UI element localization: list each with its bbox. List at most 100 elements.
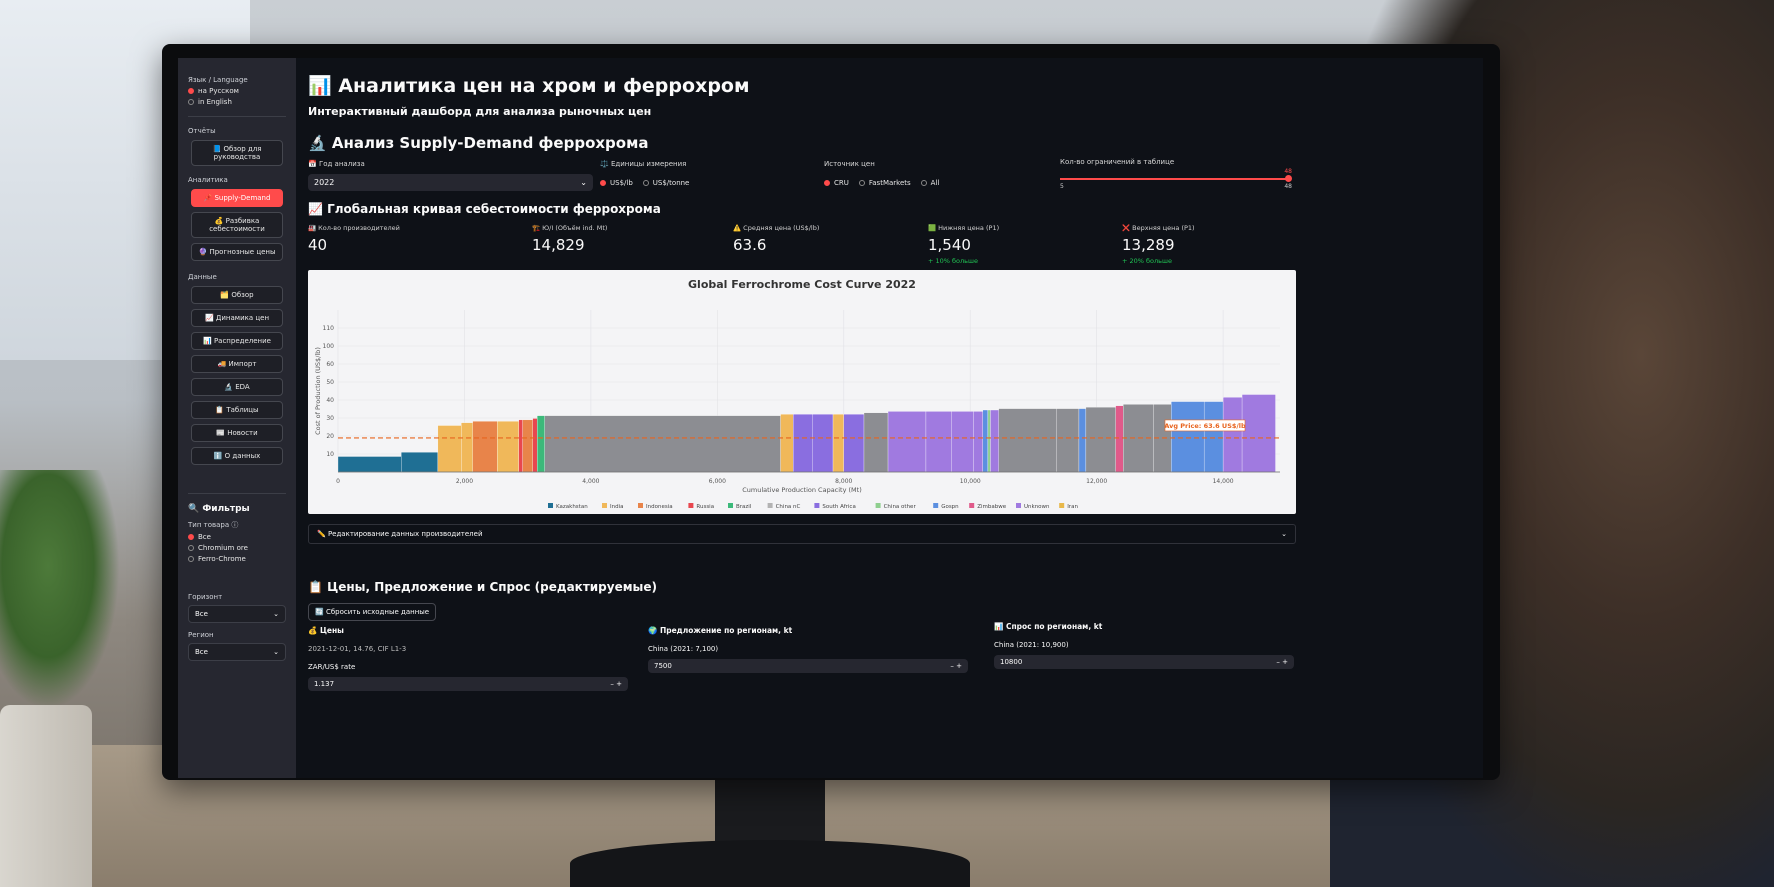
units-option-tonne[interactable]: US$/tonne: [642, 179, 689, 187]
legend-swatch: [602, 503, 607, 508]
cost-bar: [812, 414, 834, 473]
cost-bar: [987, 409, 991, 473]
stepper-icon[interactable]: – +: [1276, 658, 1288, 666]
plant-pot: [0, 705, 92, 887]
zar-label: ZAR/US$ rate: [308, 663, 356, 671]
slider-value: 48: [1284, 168, 1292, 175]
units-option-lb[interactable]: US$/lb: [600, 179, 633, 187]
source-option-cru[interactable]: CRU: [824, 179, 849, 187]
product-type-chromium-ore[interactable]: Chromium ore: [188, 544, 286, 552]
cost-bar: [337, 456, 402, 473]
y-tick-label: 100: [323, 343, 335, 350]
stepper-icon[interactable]: – +: [950, 662, 962, 670]
y-tick-label: 110: [323, 325, 335, 332]
x-tick-label: 10,000: [960, 478, 981, 485]
legend-swatch: [728, 503, 733, 508]
source-option-fastmarkets[interactable]: FastMarkets: [858, 179, 911, 187]
legend-swatch: [767, 503, 773, 508]
cost-curve-chart[interactable]: Global Ferrochrome Cost Curve 2022 10 20 30…: [308, 270, 1296, 514]
x-tick-label: 0: [336, 478, 340, 485]
supply-input[interactable]: 7500– +: [648, 659, 968, 673]
legend-label: Gospn: [941, 504, 959, 510]
legend-label: Unknown: [1024, 504, 1050, 510]
page-title: 📊 Аналитика цен на хром и феррохром: [308, 75, 750, 97]
radio-icon: [188, 99, 194, 105]
data-label: Данные: [188, 273, 217, 281]
executive-overview-button[interactable]: 📘 Обзор для руководства: [191, 140, 283, 166]
cost-bar: [990, 409, 999, 473]
legend-swatch: [814, 503, 820, 508]
cost-bar: [1056, 408, 1080, 473]
horizon-select[interactable]: Все ⌄: [188, 605, 286, 623]
analytics-label: Аналитика: [188, 176, 228, 184]
news-button[interactable]: 📰 Новости: [191, 424, 283, 442]
demand-label: China (2021: 10,900): [994, 641, 1069, 649]
source-option-all[interactable]: All: [920, 179, 939, 187]
stepper-icon[interactable]: – +: [610, 680, 622, 688]
metric-high-price: ❌ Верхняя цена (P1) 13,289 + 20% больше: [1122, 224, 1195, 265]
product-type-all[interactable]: Все: [188, 533, 286, 541]
year-control: 📅 Год анализа 2022 ⌄: [308, 160, 593, 191]
chevron-down-icon: ⌄: [1281, 530, 1287, 538]
language-option-ru[interactable]: на Русском: [188, 87, 286, 95]
radio-selected-icon: [600, 180, 606, 186]
price-dynamics-button[interactable]: 📈 Динамика цен: [191, 309, 283, 327]
cost-bar: [843, 414, 865, 473]
legend-label: China other: [884, 504, 917, 510]
y-tick-label: 30: [326, 415, 334, 422]
slider-handle[interactable]: [1285, 175, 1292, 182]
filters-title: 🔍 Фильтры: [188, 504, 250, 514]
zar-input[interactable]: 1.137– +: [308, 677, 628, 691]
supply-demand-button[interactable]: 📌 Supply-Demand: [191, 189, 283, 207]
data-overview-button[interactable]: 🗂️ Обзор: [191, 286, 283, 304]
x-tick-label: 2,000: [456, 478, 473, 485]
legend-label: Iran: [1067, 504, 1078, 510]
region-label: Регион: [188, 631, 214, 639]
supply-title: 🌍 Предложение по регионам, kt: [648, 626, 793, 635]
demand-column: 📊 Спрос по регионам, kt China (2021: 10,…: [994, 622, 1294, 669]
product-type-ferro-chrome[interactable]: Ferro-Chrome: [188, 555, 286, 563]
limit-slider[interactable]: [1060, 175, 1292, 183]
forecast-prices-button[interactable]: 🔮 Прогнозные цены: [191, 243, 283, 261]
radio-icon: [642, 180, 649, 186]
supply-demand-heading: 🔬 Анализ Supply-Demand феррохрома: [308, 134, 649, 152]
year-select[interactable]: 2022 ⌄: [308, 174, 593, 191]
chevron-down-icon: ⌄: [273, 610, 279, 618]
import-button[interactable]: 🚚 Импорт: [191, 355, 283, 373]
legend-swatch: [548, 503, 553, 508]
cost-bar: [1203, 401, 1224, 473]
divider: [188, 116, 286, 117]
tables-button[interactable]: 📋 Таблицы: [191, 401, 283, 419]
prices-note: 2021-12-01, 14.76, CIF L1-3: [308, 645, 407, 653]
region-select[interactable]: Все ⌄: [188, 643, 286, 661]
slider-min: 5: [1060, 183, 1064, 190]
y-tick-label: 40: [326, 397, 334, 404]
cost-bar: [522, 419, 533, 473]
about-data-button[interactable]: ℹ️ О данных: [191, 447, 283, 465]
prices-title: 💰 Цены: [308, 626, 344, 635]
legend-label: Brazil: [736, 504, 752, 510]
horizon-label: Горизонт: [188, 593, 223, 601]
units-radio-group: US$/lb US$/tonne: [600, 176, 689, 190]
year-label: 📅 Год анализа: [308, 160, 365, 168]
y-tick-label: 10: [326, 451, 334, 458]
cost-bar: [1241, 394, 1276, 473]
language-option-en[interactable]: in English: [188, 98, 286, 106]
units-label: ⚖️ Единицы измерения: [600, 160, 687, 168]
cost-breakdown-button[interactable]: 💰 Разбивка себестоимости: [191, 212, 283, 238]
cost-curve-heading: 📈 Глобальная кривая себестоимости феррох…: [308, 202, 661, 216]
distribution-button[interactable]: 📊 Распределение: [191, 332, 283, 350]
demand-input[interactable]: 10800– +: [994, 655, 1294, 669]
cost-bar: [863, 412, 889, 473]
cost-bar: [1171, 401, 1205, 473]
radio-selected-icon: [824, 180, 830, 186]
radio-icon: [188, 556, 194, 562]
cost-bar: [518, 419, 523, 473]
legend-label: South Africa: [822, 504, 855, 510]
edit-producers-expander[interactable]: ✏️ Редактирование данных производителей …: [308, 524, 1296, 544]
eda-button[interactable]: 🔬 EDA: [191, 378, 283, 396]
legend-label: Indonesia: [646, 504, 673, 510]
metric-volume: 🏗️ Ю/I (Объём ind. Mt) 14,829: [532, 224, 608, 254]
reset-data-button[interactable]: 🔄 Сбросить исходные данные: [308, 603, 437, 621]
metric-low-price: 🟩 Нижняя цена (P1) 1,540 + 10% больше: [928, 224, 1000, 265]
